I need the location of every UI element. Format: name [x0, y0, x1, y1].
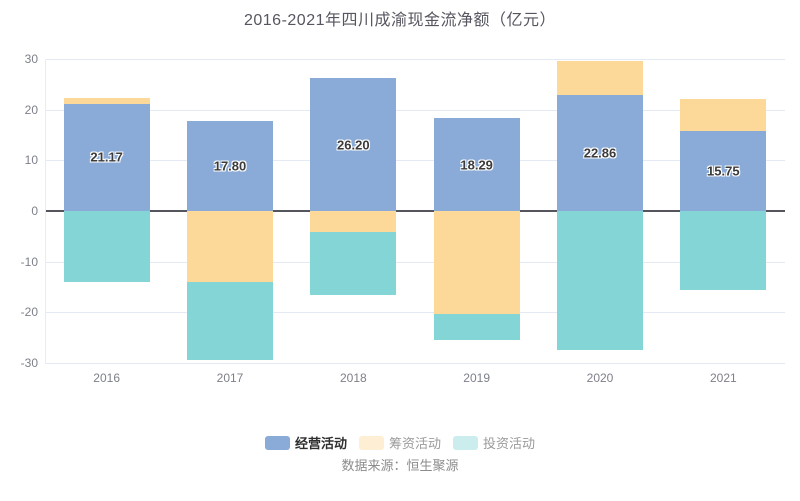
y-tick-label: -20	[20, 305, 38, 320]
grid-line	[45, 160, 785, 162]
x-tick-label: 2018	[339, 371, 367, 385]
x-tick-label: 2016	[93, 371, 121, 385]
bar-segment-investing[interactable]	[187, 281, 273, 361]
bar-segment-operating[interactable]: 21.17	[63, 103, 150, 211]
bar-value-label: 18.29	[460, 157, 493, 173]
legend-item-investing[interactable]: 投资活动	[453, 433, 535, 452]
grid-line	[45, 363, 785, 364]
grid-line	[45, 312, 785, 314]
y-tick-label: -30	[20, 356, 38, 370]
bar-segment-operating[interactable]: 22.86	[557, 95, 643, 211]
bar-segment-financing[interactable]	[680, 99, 767, 132]
legend-label: 筹资活动	[388, 436, 441, 451]
bar-value-label: 15.75	[707, 163, 740, 179]
bar-segment-financing[interactable]	[187, 211, 273, 282]
chart-title: 2016-2021年四川成渝现金流净额（亿元）	[243, 12, 557, 29]
x-tick-label: 2019	[463, 371, 491, 385]
bar-segment-financing[interactable]	[557, 61, 643, 96]
legend-item-financing[interactable]: 筹资活动	[358, 433, 441, 452]
legend-label: 经营活动	[294, 436, 347, 451]
legend: 经营活动 筹资活动 投资活动	[0, 433, 800, 452]
bar-segment-investing[interactable]	[310, 231, 397, 296]
y-tick-label: 30	[24, 52, 38, 66]
y-tick-label: -10	[20, 254, 38, 269]
legend-label: 投资活动	[483, 436, 536, 451]
legend-item-operating[interactable]: 经营活动	[264, 433, 347, 452]
grid-line	[45, 109, 785, 111]
bar-segment-operating[interactable]: 15.75	[680, 131, 767, 211]
bar-segment-operating[interactable]: 26.20	[310, 78, 397, 211]
bar-value-label: 22.86	[583, 145, 617, 161]
bar-segment-investing[interactable]	[557, 211, 643, 351]
plot-area: 30 20 10 0 -10 -20 -30 21.17 2016 17.80 2017 26.20 2…	[20, 52, 785, 385]
legend-swatch-icon	[358, 435, 384, 450]
bar-segment-investing[interactable]	[433, 314, 520, 341]
y-tick-label: 0	[31, 204, 38, 218]
bar-segment-financing[interactable]	[433, 211, 520, 315]
grid-line	[45, 261, 785, 263]
x-tick-label: 2020	[586, 371, 614, 385]
data-source-caption: 数据来源：恒生聚源	[341, 458, 459, 473]
grid-line	[45, 59, 785, 60]
bar-value-label: 26.20	[337, 137, 370, 153]
x-tick-label: 2017	[216, 371, 244, 385]
legend-swatch-icon	[453, 435, 478, 450]
bar-segment-investing[interactable]	[680, 211, 767, 290]
legend-swatch-icon	[264, 435, 290, 450]
bar-segment-operating[interactable]: 18.29	[433, 118, 520, 211]
zero-axis-line	[45, 210, 785, 212]
bar-segment-financing[interactable]	[310, 211, 397, 232]
bar-segment-operating[interactable]: 17.80	[187, 120, 273, 211]
bar-segment-financing[interactable]	[63, 98, 150, 104]
y-tick-label: 20	[24, 102, 38, 117]
bar-value-label: 21.17	[90, 149, 123, 165]
y-axis-line	[45, 59, 46, 363]
bar-segment-investing[interactable]	[63, 211, 150, 283]
y-tick-label: 10	[24, 153, 38, 168]
x-tick-label: 2021	[709, 371, 737, 385]
bar-value-label: 17.80	[213, 158, 247, 174]
